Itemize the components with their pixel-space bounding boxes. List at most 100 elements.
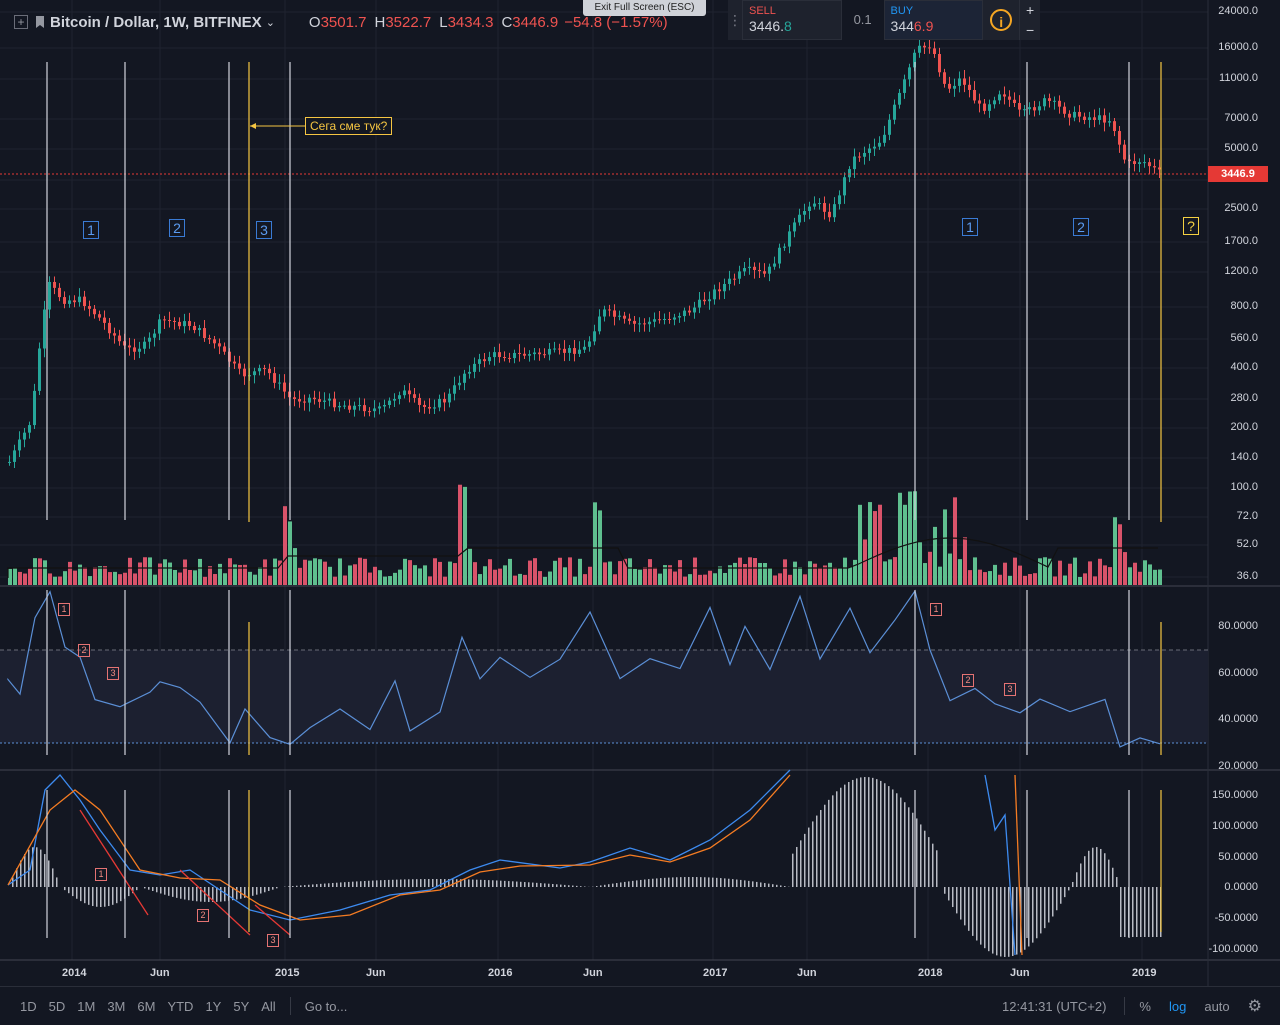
percent-toggle[interactable]: % <box>1139 999 1151 1014</box>
macd-histogram-bar <box>780 885 782 887</box>
volume-bar <box>438 562 442 585</box>
macd-histogram-bar <box>424 879 426 887</box>
price-tick-label: 16000.0 <box>1218 41 1258 53</box>
candle-body <box>948 84 951 89</box>
minus-icon[interactable]: − <box>1020 20 1040 40</box>
candle-body <box>883 135 886 143</box>
price-tick-label: 1200.0 <box>1224 265 1258 277</box>
candle-body <box>1143 162 1146 163</box>
macd-tick-label: 50.0000 <box>1218 851 1258 863</box>
wave-label[interactable]: 3 <box>256 221 272 239</box>
wave-label[interactable]: 2 <box>1073 218 1089 236</box>
macd-histogram-bar <box>916 818 918 887</box>
exit-fullscreen-button[interactable]: Exit Full Screen (ESC) <box>583 0 706 16</box>
candle-body <box>63 297 66 304</box>
volume-bar <box>248 572 252 585</box>
macd-histogram-bar <box>252 887 254 896</box>
volume-bar <box>773 575 777 585</box>
candle-body <box>1093 117 1096 120</box>
volume-bar <box>503 565 507 585</box>
time-tick-label: Jun <box>366 967 386 979</box>
candle-body <box>1053 101 1056 102</box>
chevron-down-icon[interactable]: ⌄ <box>266 16 275 29</box>
timeframe-1m[interactable]: 1M <box>77 999 95 1014</box>
volume-bar <box>898 493 902 585</box>
candle-body <box>183 321 186 326</box>
sell-button[interactable]: SELL 3446.8 <box>742 0 842 40</box>
candle-body <box>753 267 756 270</box>
clock[interactable]: 12:41:31 (UTC+2) <box>1002 999 1106 1014</box>
macd-histogram-bar <box>324 884 326 887</box>
macd-histogram-bar <box>440 879 442 887</box>
macd-wave-label[interactable]: 2 <box>197 909 209 922</box>
timeframe-all[interactable]: All <box>261 999 275 1014</box>
volume-bar <box>293 548 297 585</box>
volume-bar <box>413 565 417 585</box>
macd-histogram-bar <box>464 879 466 887</box>
rsi-wave-label[interactable]: 1 <box>930 603 942 616</box>
volume-bar <box>738 558 742 585</box>
timeframe-1d[interactable]: 1D <box>20 999 37 1014</box>
candle-body <box>743 268 746 271</box>
candle-body <box>528 354 531 356</box>
macd-histogram-bar <box>792 854 794 887</box>
macd-histogram-bar <box>620 882 622 887</box>
question-label[interactable]: ? <box>1183 217 1199 235</box>
timeframe-6m[interactable]: 6M <box>137 999 155 1014</box>
timeframe-ytd[interactable]: YTD <box>167 999 193 1014</box>
macd-histogram-bar <box>1004 887 1006 957</box>
candle-body <box>458 383 461 385</box>
rsi-wave-label[interactable]: 2 <box>962 674 974 687</box>
candle-body <box>783 247 786 248</box>
macd-histogram-bar <box>976 887 978 941</box>
volume-bar <box>978 570 982 585</box>
quantity-stepper[interactable]: + − <box>1019 0 1040 40</box>
rsi-wave-label[interactable]: 1 <box>58 603 70 616</box>
candle-body <box>798 215 801 223</box>
drag-handle-icon[interactable]: ⋮⋮ <box>728 0 742 40</box>
auto-toggle[interactable]: auto <box>1204 999 1229 1014</box>
wave-label[interactable]: 1 <box>962 218 978 236</box>
timeframe-5y[interactable]: 5Y <box>233 999 249 1014</box>
rsi-wave-label[interactable]: 3 <box>1004 683 1016 696</box>
candle-body <box>648 322 651 324</box>
candle-body <box>593 331 596 341</box>
rsi-wave-label[interactable]: 3 <box>107 667 119 680</box>
macd-wave-label[interactable]: 1 <box>95 868 107 881</box>
candle-body <box>353 406 356 410</box>
macd-histogram-bar <box>740 880 742 887</box>
timeframe-1y[interactable]: 1Y <box>205 999 221 1014</box>
info-button[interactable]: i <box>983 0 1019 40</box>
flag-icon[interactable] <box>36 16 44 28</box>
candle-body <box>1068 114 1071 118</box>
wave-label[interactable]: 1 <box>83 221 99 239</box>
expand-icon[interactable]: + <box>14 15 28 29</box>
buy-button[interactable]: BUY 3446.9 <box>884 0 984 40</box>
annotation-label[interactable]: Сега сме тук? <box>305 117 392 135</box>
symbol-title[interactable]: Bitcoin / Dollar, 1W, BITFINEX <box>50 14 262 31</box>
volume-bar <box>123 573 127 585</box>
wave-label[interactable]: 2 <box>169 219 185 237</box>
macd-histogram-bar <box>732 879 734 887</box>
macd-histogram-bar <box>908 807 910 887</box>
macd-histogram-bar <box>1108 860 1110 887</box>
price-tick-label: 7000.0 <box>1224 112 1258 124</box>
macd-wave-label[interactable]: 3 <box>267 934 279 947</box>
timeframe-5d[interactable]: 5D <box>49 999 66 1014</box>
volume-bar <box>1088 561 1092 585</box>
price-tick-label: 5000.0 <box>1224 142 1258 154</box>
timeframe-3m[interactable]: 3M <box>107 999 125 1014</box>
macd-histogram-bar <box>628 881 630 887</box>
goto-button[interactable]: Go to... <box>305 999 348 1014</box>
log-toggle[interactable]: log <box>1169 999 1186 1014</box>
price-tick-label: 72.0 <box>1237 510 1258 522</box>
gear-icon[interactable]: ⚙ <box>1248 996 1262 1016</box>
rsi-wave-label[interactable]: 2 <box>78 644 90 657</box>
macd-histogram-bar <box>660 878 662 887</box>
plus-icon[interactable]: + <box>1020 0 1040 20</box>
macd-histogram-bar <box>804 834 806 887</box>
macd-histogram-bar <box>944 887 946 894</box>
volume-bar <box>953 497 957 585</box>
